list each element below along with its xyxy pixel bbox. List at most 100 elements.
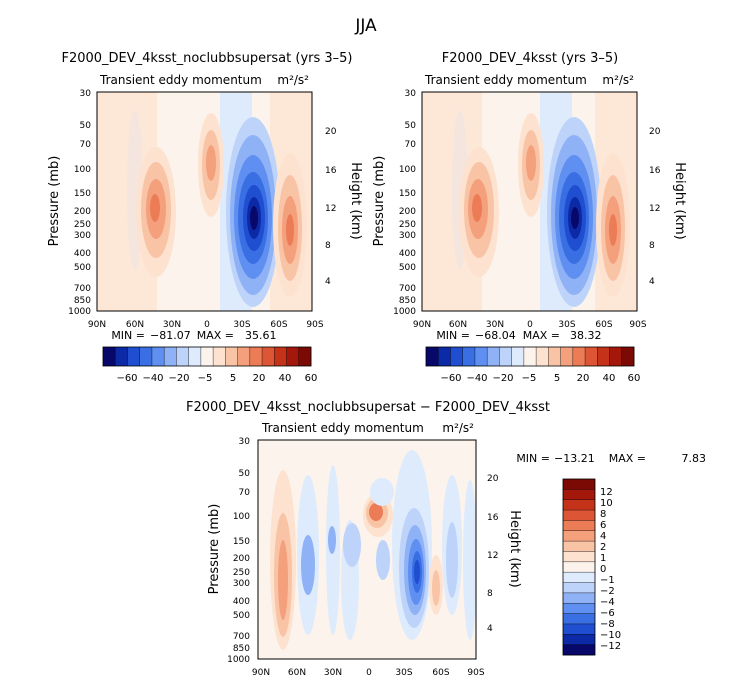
y2-tick-label: 12 [325,204,336,214]
colorbar-box [213,347,226,366]
y-tick-label: 200 [74,207,91,217]
colorbar-label: −4 [600,597,615,608]
colorbar-box [548,347,561,366]
y-tick-label: 250 [399,220,416,230]
colorbar-label: −40 [142,373,163,384]
colorbar-box [597,347,610,366]
colorbar-box [563,572,595,583]
colorbar-box [563,551,595,563]
max-label: MAX = [197,329,234,342]
y2-axis-label: Height (km) [507,510,522,587]
super-title: JJA [354,16,377,36]
colorbar-box [511,347,525,366]
colorbar-frame [562,478,596,656]
colorbar-label: 2 [600,542,606,553]
x-tick-label: 30S [233,320,250,330]
y2-axis-label: Height (km) [672,162,687,239]
colorbar-box [563,530,595,542]
y-tick-label: 1000 [227,655,250,665]
max-value: 35.61 [245,329,277,342]
y-tick-label: 500 [233,611,250,621]
colorbar-label: 4 [600,531,606,542]
y-tick-label: 70 [405,140,417,150]
y-tick-label: 850 [233,644,250,654]
x-tick-label: 0 [204,320,210,330]
panel-title: F2000_DEV_4ksst_noclubbsupersat − F2000_… [186,400,550,415]
min-value: −13.21 [554,452,595,465]
colorbar-box [585,347,598,366]
colorbar-label: −20 [492,373,513,384]
y2-tick-label: 12 [487,551,498,561]
y-tick-label: 400 [74,249,91,259]
colorbar-box [563,479,595,490]
colorbar-box [262,347,275,366]
max-label: MAX = [609,452,646,465]
y2-ticks: 20 16 12 8 4 [649,127,661,287]
colorbar-box [176,347,189,366]
colorbar-label: −5 [522,373,537,384]
y2-tick-label: 16 [649,166,661,176]
y-tick-label: 30 [239,437,251,447]
x-tick-label: 30S [395,668,412,678]
y2-tick-label: 16 [325,166,337,176]
colorbar-box [563,499,595,511]
colorbar-labels: 12 10 8 6 4 2 1 0 −1 −2 −4 −6 −8 −10 −12 [600,487,621,652]
y-tick-label: 150 [399,189,416,199]
colorbar-box [536,347,549,366]
x-tick-label: 60S [595,320,612,330]
x-tick-label: 90N [88,320,106,330]
y-tick-label: 250 [233,568,250,578]
panel-units: m²/s² [442,421,474,435]
panel-2: F2000_DEV_4ksst (yrs 3–5) Transient eddy… [372,51,687,384]
colorbar-box [139,347,153,366]
colorbar-box [563,623,595,635]
x-tick-label: 90S [306,320,323,330]
colorbar-box [151,347,165,366]
colorbar-box [563,613,595,625]
colorbar-box [474,347,488,366]
panel-1: F2000_DEV_4ksst_noclubbsupersat (yrs 3–5… [47,51,363,384]
y2-ticks: 20 16 12 8 4 [487,474,499,634]
panel-units: m²/s² [602,73,634,87]
colorbar-box [274,347,287,366]
colorbar-box [560,347,574,366]
colorbar-box [438,347,451,366]
colorbar-label: 40 [279,373,292,384]
y-ticks: 30 50 70 100 150 200 250 300 400 500 700… [393,89,416,317]
y-tick-label: 400 [233,597,250,607]
colorbar-box [237,347,251,366]
panel-subtitle: Transient eddy momentum [261,421,424,435]
y-tick-label: 850 [74,296,91,306]
colorbar-box [298,347,312,366]
y2-tick-label: 20 [487,474,499,484]
y-tick-label: 500 [399,263,416,273]
colorbar-box [450,347,464,366]
y-tick-label: 50 [239,469,251,479]
y-tick-label: 50 [405,121,417,131]
y-tick-label: 300 [399,231,416,241]
y2-tick-label: 8 [487,589,493,599]
colorbar-box [286,347,300,366]
x-tick-label: 30N [163,320,181,330]
x-ticks: 90N 60N 30N 0 30S 60S 90S [88,320,324,330]
y-tick-label: 100 [74,165,91,175]
colorbar-box [609,347,623,366]
colorbar-box [563,634,595,645]
colorbar-box [563,582,595,594]
colorbar-label: 12 [600,487,613,498]
x-tick-label: 30S [558,320,575,330]
x-tick-label: 90S [467,668,484,678]
y-ticks: 30 50 70 100 150 200 250 300 400 500 700… [68,89,91,317]
colorbar-box [200,347,214,366]
min-label: MIN = [436,329,470,342]
contour-field [270,450,476,650]
panel-title: F2000_DEV_4ksst_noclubbsupersat (yrs 3–5… [61,51,352,66]
colorbar-label: −8 [600,619,615,630]
y-axis-label: Pressure (mb) [372,156,387,247]
contour-field [422,92,637,311]
x-tick-label: 60S [270,320,287,330]
colorbar-box [462,347,476,366]
y-tick-label: 500 [74,263,91,273]
y-tick-label: 700 [399,284,416,294]
